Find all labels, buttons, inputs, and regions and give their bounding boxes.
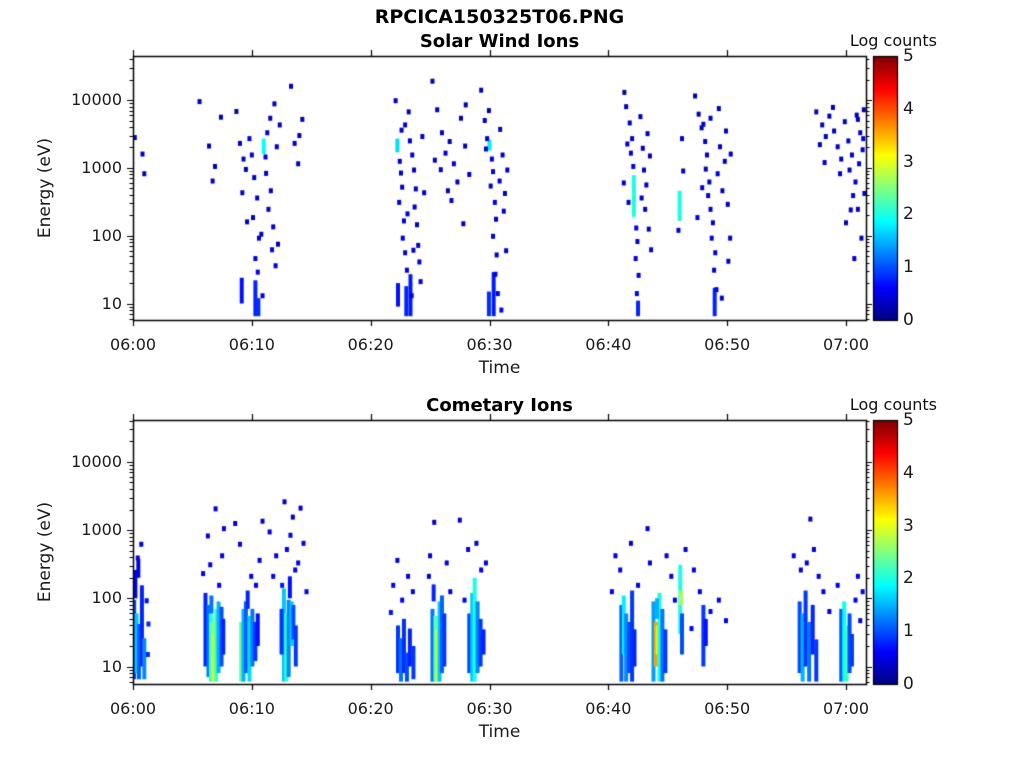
panel1-y-axis-label: Energy (eV) [35,137,55,239]
panel2-x-axis-label: Time [478,722,521,742]
panel1-colorbar-tick-label: 0 [903,310,914,330]
panel2-colorbar-tick-label: 3 [903,515,914,536]
panel2-x-tick-label: 06:20 [347,699,394,718]
panel2-colorbar-tick-label: 1 [903,621,914,642]
panel1-colorbar-tick-label: 5 [903,46,914,66]
panel1-x-tick-label: 06:00 [109,335,157,354]
panel2-x-tick-label: 07:00 [822,699,870,718]
panel2-plot-area [133,420,866,684]
panel1-colorbar-tick-label: 3 [903,151,914,172]
panel1-plot-area [133,56,866,320]
panel2-y-tick-label: 10000 [71,451,122,471]
panel2-y-tick-label: 1000 [81,520,122,540]
panel2-x-tick-label: 06:30 [466,699,513,718]
panel1-x-tick-label: 07:00 [822,335,870,354]
panel2-x-tick-label: 06:00 [109,699,157,718]
panel2-x-tick-label: 06:50 [704,699,751,718]
panel2-y-tick-label: 100 [91,588,122,608]
panel1-colorbar-tick-label: 4 [903,98,914,119]
panel1-x-tick-label: 06:50 [704,335,751,354]
panel2-colorbar-tick-label: 2 [903,568,914,589]
panel2-colorbar-tick-label: 0 [903,674,914,694]
panel1-x-tick-label: 06:40 [585,335,632,354]
panel2-colorbar-tick-label: 5 [903,410,914,430]
panel1-y-tick-label: 10 [101,293,122,313]
panel1-colorbar [873,56,897,320]
panel1-x-axis-label: Time [478,358,521,378]
panel1-y-tick-label: 10000 [71,90,122,110]
panel2-y-tick-label: 10 [101,656,122,676]
panel2-title: Cometary Ions [426,395,573,416]
panel1-title: Solar Wind Ions [419,31,580,52]
panel1-y-tick-label: 1000 [81,157,122,177]
panel2-y-axis-label: Energy (eV) [35,501,55,603]
panel1-colorbar-tick-label: 2 [903,204,914,225]
panel2-x-tick-label: 06:40 [585,699,632,718]
panel2-colorbar [873,420,897,684]
panel1-y-tick-label: 100 [91,225,122,245]
panel1-x-tick-label: 06:20 [347,335,394,354]
panel1-x-tick-label: 06:30 [466,335,513,354]
panel2-colorbar-tick-label: 4 [903,462,914,483]
panel1-colorbar-label: Log counts [849,31,937,50]
panel2-colorbar-label: Log counts [849,395,937,414]
figure-title: RPCICA150325T06.PNG [374,6,625,28]
panel2-x-tick-label: 06:10 [228,699,275,718]
panel1-x-tick-label: 06:10 [228,335,275,354]
panel1-colorbar-tick-label: 1 [903,257,914,278]
